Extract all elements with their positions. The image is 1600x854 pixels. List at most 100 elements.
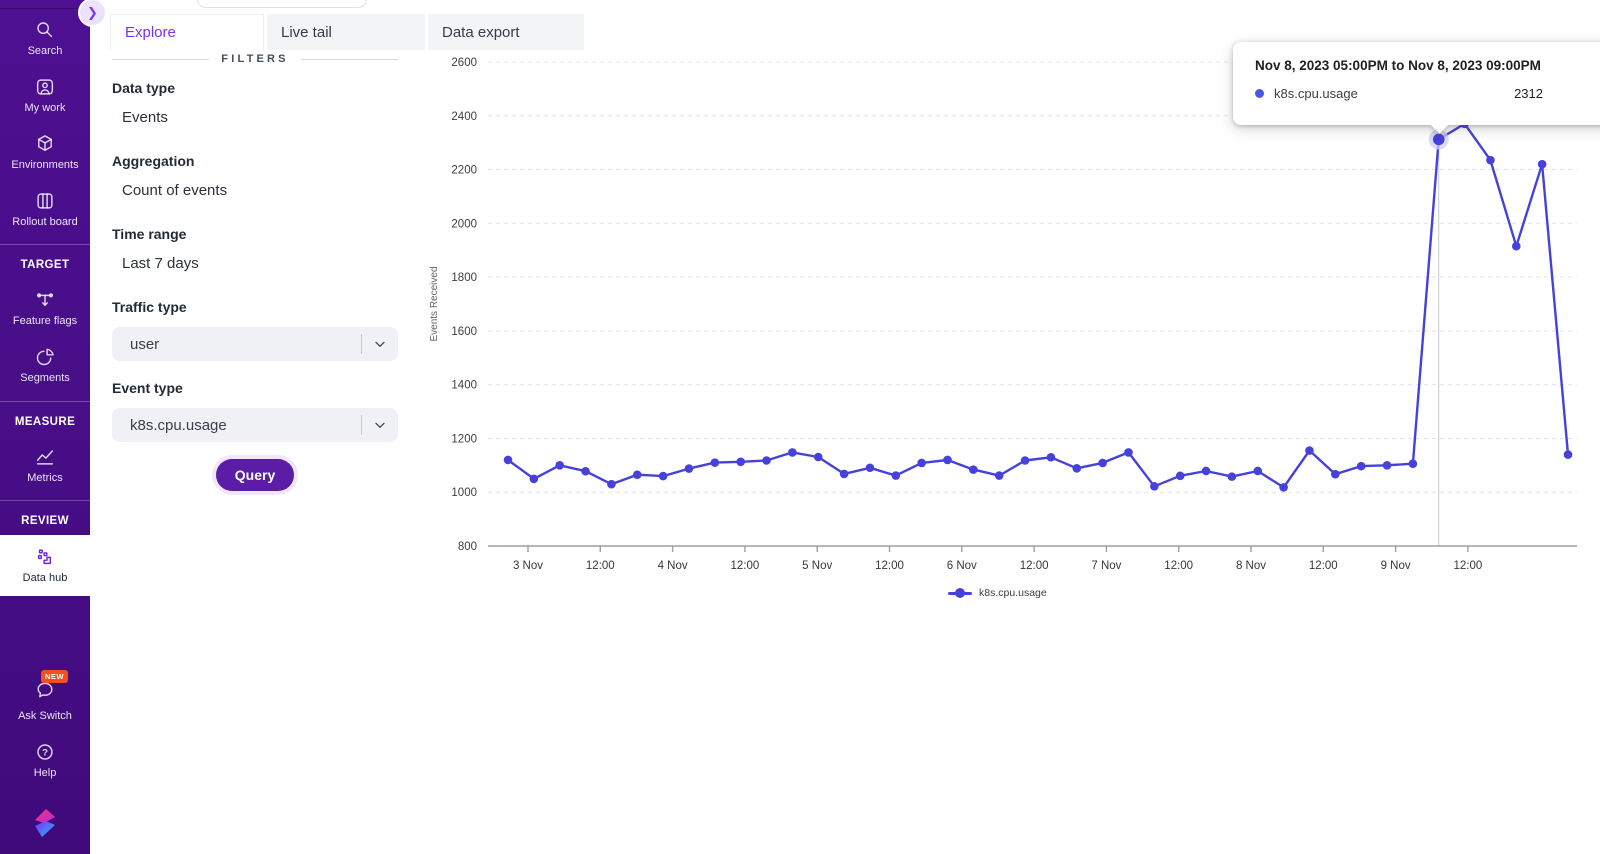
tab-data-export[interactable]: Data export	[428, 14, 584, 50]
chevron-right-icon: ❯	[87, 4, 98, 20]
data-point[interactable]	[1046, 452, 1056, 462]
data-type-value[interactable]: Events	[122, 109, 168, 126]
data-point[interactable]	[1279, 483, 1288, 492]
data-point[interactable]	[917, 458, 926, 468]
tooltip-series-name: k8s.cpu.usage	[1274, 86, 1358, 101]
x-tick-label: 12:00	[731, 560, 760, 572]
tab-live-tail[interactable]: Live tail	[267, 14, 425, 50]
chart-legend[interactable]: k8s.cpu.usage	[948, 587, 1047, 599]
x-tick-label: 3 Nov	[513, 560, 543, 572]
data-point[interactable]	[762, 456, 771, 465]
sidebar-item-ask-switch[interactable]: NEW Ask Switch	[0, 669, 90, 731]
sidebar-item-rollout-board[interactable]: Rollout board	[0, 180, 90, 237]
y-tick-label: 2600	[451, 57, 477, 69]
sidebar-item-label: My work	[24, 102, 66, 115]
data-hub-icon	[37, 549, 52, 564]
data-point[interactable]	[891, 471, 901, 480]
data-point[interactable]	[1098, 458, 1107, 468]
data-point[interactable]	[555, 461, 565, 470]
data-point[interactable]	[1537, 159, 1547, 169]
sidebar-item-data-hub[interactable]: Data hub	[0, 534, 90, 596]
data-point[interactable]	[632, 470, 642, 480]
data-point[interactable]	[865, 463, 875, 473]
chart-tooltip: Nov 8, 2023 05:00PM to Nov 8, 2023 09:00…	[1233, 42, 1600, 134]
data-point[interactable]	[658, 471, 668, 481]
data-point[interactable]	[1305, 446, 1314, 455]
data-point[interactable]	[710, 458, 720, 467]
y-tick-label: 1200	[451, 433, 477, 445]
data-point[interactable]	[1511, 241, 1521, 251]
y-tick-label: 1000	[451, 487, 477, 499]
legend-series-marker	[948, 588, 972, 598]
data-point[interactable]	[503, 455, 513, 465]
y-tick-label: 2200	[451, 165, 477, 177]
x-tick-label: 12:00	[875, 560, 904, 572]
sidebar-item-label: Data hub	[22, 571, 68, 584]
sidebar-item-label: Help	[33, 766, 57, 779]
time-range-value[interactable]: Last 7 days	[122, 255, 199, 272]
y-axis-title: Events Received	[429, 266, 440, 341]
filters-panel: Data type Events Aggregation Count of ev…	[112, 80, 398, 491]
sidebar-footer: NEW Ask Switch ? Help	[0, 669, 90, 854]
switch-logo[interactable]	[29, 804, 61, 842]
data-point[interactable]	[736, 457, 745, 467]
x-tick-label: 8 Nov	[1236, 560, 1266, 572]
sidebar-item-label: Environments	[11, 159, 79, 172]
sidebar-item-feature-flags[interactable]: Feature flags	[0, 279, 90, 336]
select-separator	[361, 334, 362, 354]
data-point[interactable]	[1563, 450, 1573, 459]
chevron-down-icon	[375, 422, 385, 428]
sidebar-item-label: Search	[27, 45, 63, 57]
sidebar-item-help[interactable]: ? Help	[0, 731, 90, 788]
data-point[interactable]	[1201, 466, 1211, 476]
data-point[interactable]	[1175, 471, 1185, 481]
sidebar-expand-button[interactable]: ❯	[78, 0, 107, 27]
data-point[interactable]	[1150, 482, 1159, 491]
top-cutoff-box	[197, 0, 367, 8]
data-point[interactable]	[1253, 466, 1263, 476]
traffic-type-select[interactable]: user	[112, 327, 398, 361]
y-tick-label: 2400	[451, 111, 477, 123]
data-point[interactable]	[943, 455, 952, 465]
event-type-selected-value: k8s.cpu.usage	[130, 416, 227, 434]
sidebar-divider	[0, 400, 90, 402]
data-point[interactable]	[1227, 472, 1237, 481]
data-point[interactable]	[1408, 459, 1418, 469]
data-point[interactable]	[607, 479, 616, 489]
explore-tab-bar: Explore Live tail Data export	[110, 14, 584, 50]
y-tick-label: 1400	[451, 380, 477, 392]
data-point[interactable]	[839, 469, 849, 479]
chevron-down-icon	[375, 341, 385, 347]
event-type-select[interactable]: k8s.cpu.usage	[112, 408, 398, 442]
data-point[interactable]	[969, 465, 978, 474]
sidebar-item-metrics[interactable]: Metrics	[0, 436, 90, 493]
sidebar-item-my-work[interactable]: My work	[0, 66, 90, 123]
x-tick-label: 12:00	[1454, 560, 1483, 572]
sidebar-divider	[0, 499, 90, 501]
data-point[interactable]	[1072, 463, 1082, 473]
sidebar-item-segments[interactable]: Segments	[0, 336, 90, 393]
data-point[interactable]	[1020, 456, 1030, 465]
data-point[interactable]	[1124, 448, 1133, 457]
data-point[interactable]	[813, 452, 823, 462]
chat-bubble-icon	[37, 682, 53, 698]
highlighted-data-point[interactable]	[1432, 133, 1445, 146]
traffic-type-label: Traffic type	[112, 299, 187, 315]
tab-explore[interactable]: Explore	[110, 14, 264, 50]
aggregation-value[interactable]: Count of events	[122, 182, 228, 199]
help-icon: ?	[37, 744, 53, 760]
data-point[interactable]	[994, 471, 1004, 480]
data-point[interactable]	[529, 474, 539, 484]
query-button[interactable]: Query	[215, 459, 295, 491]
y-tick-label: 800	[458, 541, 477, 553]
data-point[interactable]	[1486, 155, 1495, 165]
data-point[interactable]	[1356, 461, 1366, 471]
data-point[interactable]	[788, 448, 797, 457]
x-tick-label: 12:00	[586, 560, 615, 572]
sidebar-item-environments[interactable]: Environments	[0, 123, 90, 180]
data-point[interactable]	[684, 464, 694, 473]
data-point[interactable]	[1382, 461, 1392, 470]
data-point[interactable]	[1331, 469, 1340, 479]
sidebar-item-search[interactable]: Search	[0, 9, 90, 66]
data-point[interactable]	[581, 466, 590, 476]
